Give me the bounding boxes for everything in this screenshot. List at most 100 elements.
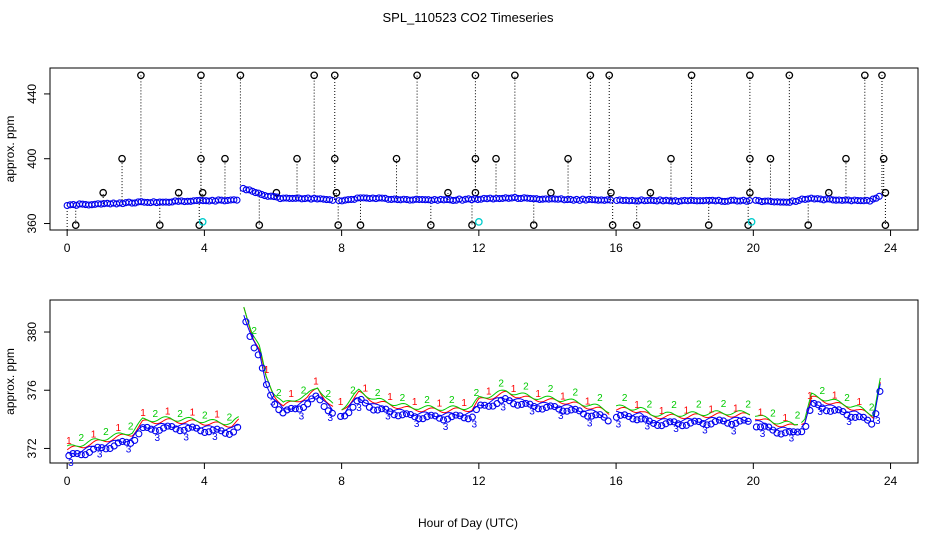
high-outlier-point xyxy=(197,71,205,80)
series-3-marker xyxy=(69,449,77,458)
high-outlier-point xyxy=(511,71,519,80)
series-2-marker: 2 xyxy=(424,395,430,406)
series-1-marker: 1 xyxy=(659,406,665,417)
series-1-marker: 1 xyxy=(535,389,541,400)
series-3-label: 3 xyxy=(760,429,766,440)
high-outlier-point xyxy=(746,71,754,80)
co2-sample-point xyxy=(258,190,266,199)
high-outlier-point xyxy=(137,71,145,80)
co2-sample-point xyxy=(603,196,612,204)
series-3-marker xyxy=(678,422,686,430)
series-3-marker xyxy=(773,429,781,437)
series-3-line xyxy=(67,315,881,455)
series-3-marker xyxy=(847,413,855,421)
small-outlier-point xyxy=(646,188,655,197)
series-3-marker xyxy=(579,410,588,418)
series-2-marker: 2 xyxy=(770,408,776,419)
small-outlier-point xyxy=(198,188,207,197)
series-3-marker xyxy=(213,425,221,433)
series-3-label: 3 xyxy=(126,444,132,455)
series-1-marker: 1 xyxy=(832,391,838,402)
low-outlier-point xyxy=(356,221,365,229)
top-x-tick-label: 0 xyxy=(64,241,71,255)
series-3-label: 3 xyxy=(644,421,650,432)
high-outlier-point xyxy=(785,71,794,80)
series-3-marker xyxy=(686,419,695,427)
series-3-marker xyxy=(472,406,481,414)
mid-outlier-point xyxy=(197,154,205,163)
series-3-marker xyxy=(164,422,172,430)
series-3-marker xyxy=(654,421,662,430)
series-3-marker xyxy=(147,425,155,433)
series-3-label: 3 xyxy=(299,411,305,422)
low-outlier-point xyxy=(608,221,617,229)
series-3-marker xyxy=(855,413,863,421)
low-outlier-point xyxy=(468,221,476,229)
series-3-marker xyxy=(547,402,555,410)
series-3-marker xyxy=(118,437,126,446)
series-2-marker: 2 xyxy=(276,388,282,399)
bottom-x-tick-label: 4 xyxy=(201,474,208,488)
series-3-marker xyxy=(864,416,872,424)
co2-sample-point xyxy=(869,195,877,203)
series-3-marker xyxy=(555,405,563,413)
series-3-marker xyxy=(534,405,542,413)
series-2-marker: 2 xyxy=(350,385,356,396)
series-3-marker xyxy=(826,407,835,415)
co2-sample-point xyxy=(230,196,238,204)
top-x-tick-label: 16 xyxy=(609,241,623,255)
low-outlier-point xyxy=(632,221,641,229)
small-outlier-point xyxy=(881,188,890,197)
series-3-marker xyxy=(616,411,625,419)
series-3-marker xyxy=(234,423,242,431)
top-x-tick-label: 4 xyxy=(201,241,208,255)
series-3-marker xyxy=(122,438,131,446)
series-3-marker xyxy=(201,428,209,437)
series-3-marker xyxy=(102,445,110,453)
series-1-marker: 1 xyxy=(288,389,294,400)
low-outlier-point xyxy=(155,221,164,229)
mid-outlier-point xyxy=(330,154,339,163)
series-3-marker xyxy=(423,413,431,421)
small-outlier-point xyxy=(272,188,281,197)
series-3-label: 3 xyxy=(327,413,333,424)
series-2-marker: 2 xyxy=(128,422,134,433)
mid-outlier-point xyxy=(879,154,888,163)
series-3-label: 3 xyxy=(443,422,449,433)
series-3-marker xyxy=(872,410,880,418)
co2-sample-point xyxy=(326,196,334,204)
series-3-label: 3 xyxy=(558,411,564,422)
series-3-marker xyxy=(65,452,73,460)
series-3-marker xyxy=(662,420,670,428)
series-3-marker xyxy=(246,332,254,341)
top-panel-raw-scatter: 0 4 8 12 16 20 24 360 400 440 approx. ppm xyxy=(3,67,919,255)
series-1-marker: 1 xyxy=(264,365,270,376)
series-3-marker xyxy=(229,428,238,436)
series-3-marker xyxy=(637,415,645,423)
series-1-marker: 1 xyxy=(758,407,764,418)
series-3-marker xyxy=(835,406,843,414)
series-3-marker xyxy=(588,412,596,420)
series-2-marker: 2 xyxy=(202,411,208,422)
series-3-marker xyxy=(728,420,736,428)
series-2-marker: 2 xyxy=(523,382,529,393)
series-3-marker xyxy=(559,407,567,415)
series-1-marker: 1 xyxy=(313,376,319,387)
series-3-marker xyxy=(674,420,682,428)
series-3-marker xyxy=(304,400,312,408)
series-3-marker xyxy=(320,402,328,411)
low-outlier-point xyxy=(804,221,813,229)
series-1-marker: 1 xyxy=(708,404,714,415)
series-3-marker xyxy=(703,421,711,429)
series-2-marker: 2 xyxy=(400,393,406,404)
small-outlier-point xyxy=(332,188,341,197)
low-outlier-point xyxy=(426,221,435,229)
series-3-marker xyxy=(357,395,365,404)
series-3-marker xyxy=(271,400,279,409)
series-3-marker xyxy=(522,399,530,407)
bottom-x-tick-label: 0 xyxy=(64,474,71,488)
series-3-marker xyxy=(312,392,320,400)
series-3-marker xyxy=(197,427,205,435)
series-3-marker xyxy=(752,423,760,431)
